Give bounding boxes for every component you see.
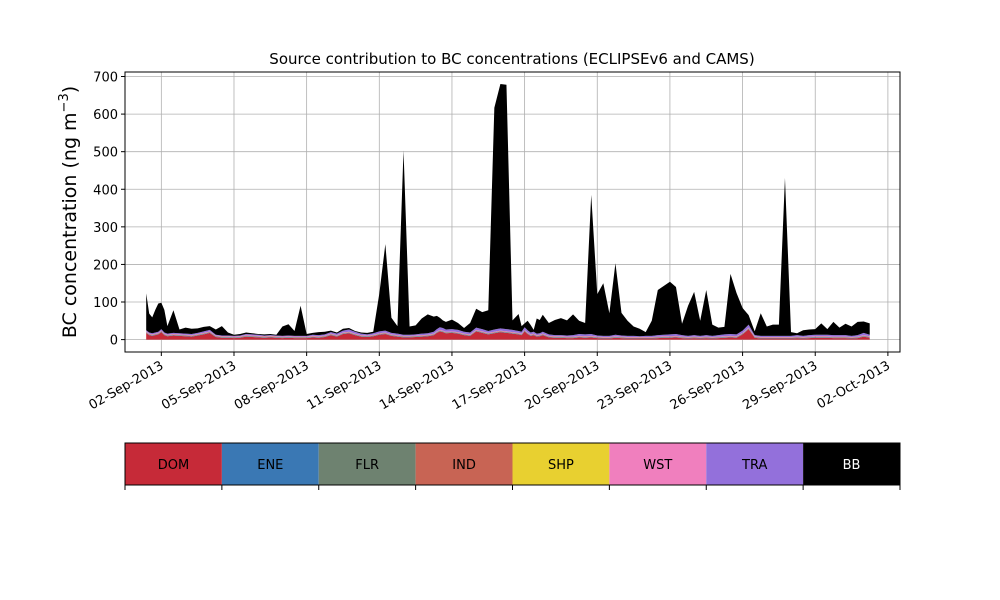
x-tick-label: 11-Sep-2013 xyxy=(304,358,384,413)
y-tick-label: 600 xyxy=(93,108,118,123)
series-area-bb xyxy=(146,84,870,337)
x-tick-label: 02-Sep-2013 xyxy=(87,358,167,413)
series-area-ene xyxy=(146,328,870,339)
y-tick-label: 0 xyxy=(110,334,118,349)
series-area-dom xyxy=(146,329,870,340)
legend-swatch-dom xyxy=(125,443,222,485)
x-tick-label: 29-Sep-2013 xyxy=(740,358,820,413)
legend-label-bb: BB xyxy=(843,458,861,473)
series-area-ind xyxy=(146,327,870,338)
x-axis: 02-Sep-201305-Sep-201308-Sep-201311-Sep-… xyxy=(87,352,893,413)
colorbar-legend: DOM ENE FLR IND SHP WST TRA BB xyxy=(124,442,901,490)
y-axis-label-main: BC concentration (ng m xyxy=(59,112,81,338)
legend-label-wst: WST xyxy=(643,458,672,473)
legend-label-tra: TRA xyxy=(741,458,767,473)
legend-label-shp: SHP xyxy=(548,458,574,473)
series-area-tra xyxy=(146,324,870,337)
y-tick-label: 400 xyxy=(93,183,118,198)
y-tick-label: 200 xyxy=(93,258,118,273)
y-tick-label: 700 xyxy=(93,71,118,86)
x-tick-label: 26-Sep-2013 xyxy=(668,358,748,413)
legend-swatch-bb xyxy=(803,443,900,485)
series-area-flr xyxy=(146,328,870,339)
plot-frame xyxy=(124,71,901,353)
x-tick-label: 20-Sep-2013 xyxy=(522,358,602,413)
x-tick-label: 17-Sep-2013 xyxy=(450,358,530,413)
x-tick-label: 05-Sep-2013 xyxy=(159,358,239,413)
x-tick-label: 14-Sep-2013 xyxy=(377,358,457,413)
x-tick-label: 02-Oct-2013 xyxy=(814,358,892,412)
legend-label-ene: ENE xyxy=(257,458,283,473)
legend-swatch-ind xyxy=(415,443,513,485)
legend-swatch-ene xyxy=(221,443,319,485)
series-area-wst xyxy=(146,327,870,338)
legend-swatch-flr xyxy=(318,443,416,485)
legend-swatch-shp xyxy=(512,443,610,485)
legend-swatch-tra xyxy=(706,443,804,485)
y-tick-label: 300 xyxy=(93,221,118,236)
legend-swatch-wst xyxy=(609,443,707,485)
x-tick-label: 23-Sep-2013 xyxy=(595,358,675,413)
y-axis-label-close: ) xyxy=(59,86,81,93)
legend-label-flr: FLR xyxy=(355,458,379,473)
legend-label-ind: IND xyxy=(452,458,476,473)
y-tick-label: 100 xyxy=(93,296,118,311)
stacked-areas xyxy=(146,84,870,340)
legend-frame xyxy=(124,442,901,486)
grid xyxy=(125,72,900,352)
y-axis-label-sup: −3 xyxy=(57,93,72,112)
chart-title: Source contribution to BC concentrations… xyxy=(269,50,754,68)
legend-label-dom: DOM xyxy=(158,458,189,473)
x-tick-label: 08-Sep-2013 xyxy=(232,358,312,413)
y-axis-label: BC concentration (ng m−3) xyxy=(57,86,81,338)
y-tick-label: 500 xyxy=(93,146,118,161)
y-axis: 0 100 200 300 400 500 600 700 xyxy=(93,71,125,349)
